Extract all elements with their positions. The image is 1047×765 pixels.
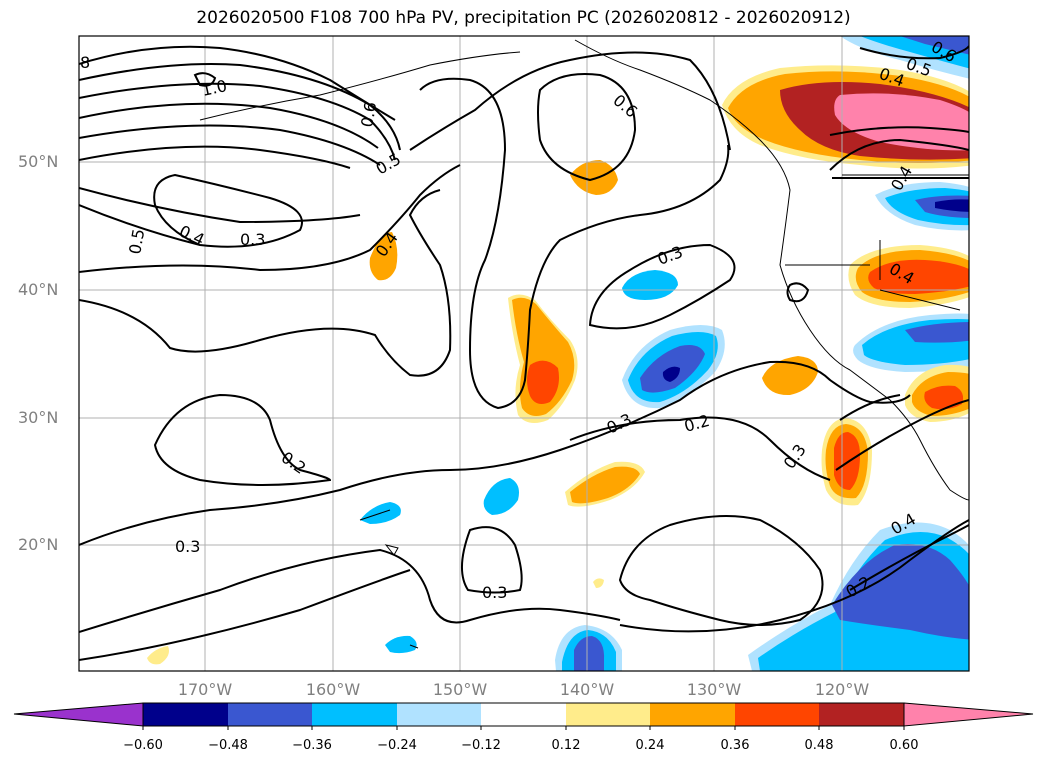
lon-label: 170°W bbox=[177, 680, 233, 699]
precip-negative-region bbox=[935, 199, 969, 212]
colorbar-tick-label: −0.60 bbox=[123, 738, 163, 753]
colorbar-swatch bbox=[735, 703, 819, 726]
precip-negative-region bbox=[662, 366, 680, 382]
precip-positive-region bbox=[147, 646, 169, 665]
colorbar-tick-label: −0.24 bbox=[377, 738, 417, 753]
lat-label: 50°N bbox=[18, 152, 59, 171]
colorbar-swatch bbox=[650, 703, 735, 726]
colorbar-extend-max bbox=[903, 702, 1034, 727]
contour-label: 0.3 bbox=[240, 230, 265, 249]
colorbar-tick-label: 0.48 bbox=[804, 738, 834, 753]
lat-label: 30°N bbox=[18, 408, 59, 427]
lat-label: 20°N bbox=[18, 535, 59, 554]
contour-label: 8 bbox=[80, 53, 90, 72]
colorbar-tick-label: 0.24 bbox=[635, 738, 665, 753]
colorbar-swatch bbox=[312, 703, 397, 726]
colorbar-swatch bbox=[481, 703, 566, 726]
colorbar-swatch bbox=[566, 703, 650, 726]
colorbar-tick-label: 0.60 bbox=[889, 738, 919, 753]
colorbar-tick-label: −0.48 bbox=[208, 738, 248, 753]
precip-positive-region bbox=[834, 93, 969, 151]
map-title: 2026020500 F108 700 hPa PV, precipitatio… bbox=[196, 8, 851, 28]
lon-label: 150°W bbox=[432, 680, 488, 699]
precip-negative-region bbox=[574, 636, 605, 671]
colorbar-swatch bbox=[397, 703, 481, 726]
lon-label: 120°W bbox=[814, 680, 870, 699]
gridlines bbox=[79, 36, 969, 671]
contour-label: 1.0 bbox=[200, 76, 229, 100]
colorbar-swatch bbox=[228, 703, 312, 726]
precip-negative-region bbox=[483, 478, 519, 515]
colorbar-extend-min bbox=[13, 702, 144, 727]
colorbar-swatch bbox=[143, 703, 228, 726]
colorbar bbox=[13, 702, 1034, 730]
precip-positive-region bbox=[924, 385, 964, 410]
precip-negative-region bbox=[900, 36, 969, 55]
precip-negative-region bbox=[832, 544, 969, 640]
lon-label: 160°W bbox=[305, 680, 361, 699]
pv-contours bbox=[79, 45, 969, 661]
colorbar-frame bbox=[142, 702, 905, 727]
precip-negative-region bbox=[622, 270, 678, 300]
colorbar-tick-label: 0.36 bbox=[720, 738, 750, 753]
precip-positive-region bbox=[593, 578, 604, 588]
plot-frame bbox=[78, 35, 970, 672]
lon-label: 140°W bbox=[559, 680, 615, 699]
precip-shading bbox=[147, 36, 969, 671]
colorbar-swatch bbox=[819, 703, 904, 726]
colorbar-tick-label: 0.12 bbox=[551, 738, 581, 753]
precip-positive-region bbox=[868, 259, 969, 294]
lat-label: 40°N bbox=[18, 280, 59, 299]
precip-negative-region bbox=[905, 322, 969, 343]
colorbar-tick-label: −0.36 bbox=[292, 738, 332, 753]
contour-label: 0.5 bbox=[125, 227, 148, 255]
contour-label: 0.3 bbox=[482, 583, 507, 602]
precip-positive-region bbox=[834, 432, 860, 490]
contour-label: 0.3 bbox=[175, 537, 200, 556]
contour-label: 0.6 bbox=[357, 100, 380, 128]
lon-label: 130°W bbox=[686, 680, 742, 699]
coastlines bbox=[199, 39, 969, 649]
precip-positive-region bbox=[570, 160, 618, 195]
colorbar-tick-label: −0.12 bbox=[461, 738, 501, 753]
precip-negative-region bbox=[385, 635, 417, 654]
precip-positive-region bbox=[527, 360, 559, 404]
